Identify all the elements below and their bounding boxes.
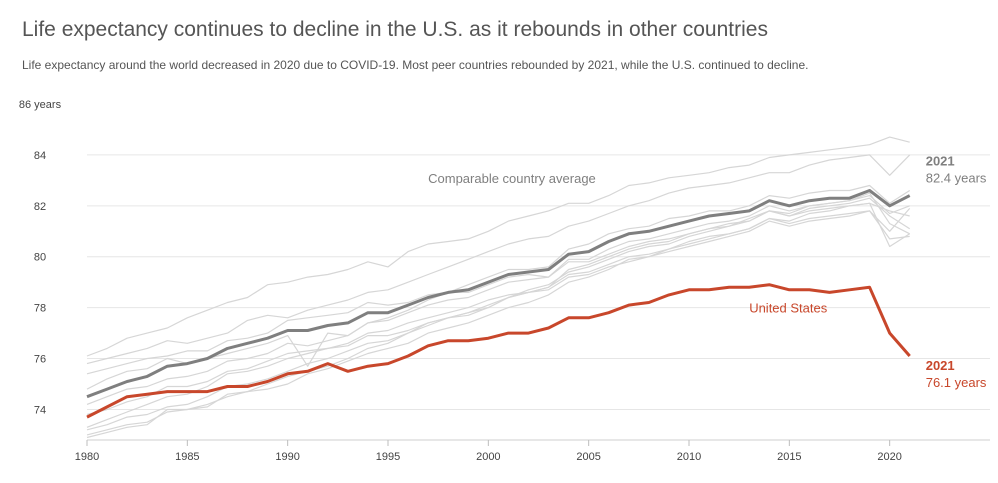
peer-country-line xyxy=(86,192,910,439)
comparable-average-line xyxy=(86,189,911,399)
y-tick-label: 78 xyxy=(34,303,46,315)
x-tick-label: 1995 xyxy=(376,451,400,463)
x-tick-label: 2015 xyxy=(777,451,801,463)
x-tick-label: 1980 xyxy=(75,451,99,463)
y-tick-label: 86 years xyxy=(19,99,62,111)
peer-country-line xyxy=(86,184,911,375)
x-tick-label: 1985 xyxy=(175,451,199,463)
us-end-value-label: 76.1 years xyxy=(926,375,987,390)
y-tick-label: 82 xyxy=(34,201,46,213)
peer-country-line xyxy=(86,136,910,357)
chart-title: Life expectancy continues to decline in … xyxy=(22,18,768,41)
us-series-label: United States xyxy=(749,301,828,316)
average-end-year-label: 2021 xyxy=(926,154,955,169)
x-tick-label: 1990 xyxy=(275,451,299,463)
x-tick-label: 2005 xyxy=(576,451,600,463)
x-tick-label: 2020 xyxy=(877,451,901,463)
chart-subtitle: Life expectancy around the world decreas… xyxy=(22,58,809,72)
y-tick-label: 84 xyxy=(34,150,46,162)
peer-country-line xyxy=(86,202,911,436)
x-tick-label: 2000 xyxy=(476,451,500,463)
peer-country-line xyxy=(86,154,911,365)
peer-country-line xyxy=(86,195,910,390)
y-tick-label: 80 xyxy=(34,252,46,264)
y-tick-label: 74 xyxy=(34,404,46,416)
average-series-label: Comparable country average xyxy=(428,171,596,186)
y-tick-label: 76 xyxy=(34,354,46,366)
peer-country-line xyxy=(86,210,910,428)
us-end-year-label: 2021 xyxy=(926,358,955,373)
average-end-value-label: 82.4 years xyxy=(926,171,987,186)
united-states-line xyxy=(86,283,911,419)
x-tick-label: 2010 xyxy=(677,451,701,463)
